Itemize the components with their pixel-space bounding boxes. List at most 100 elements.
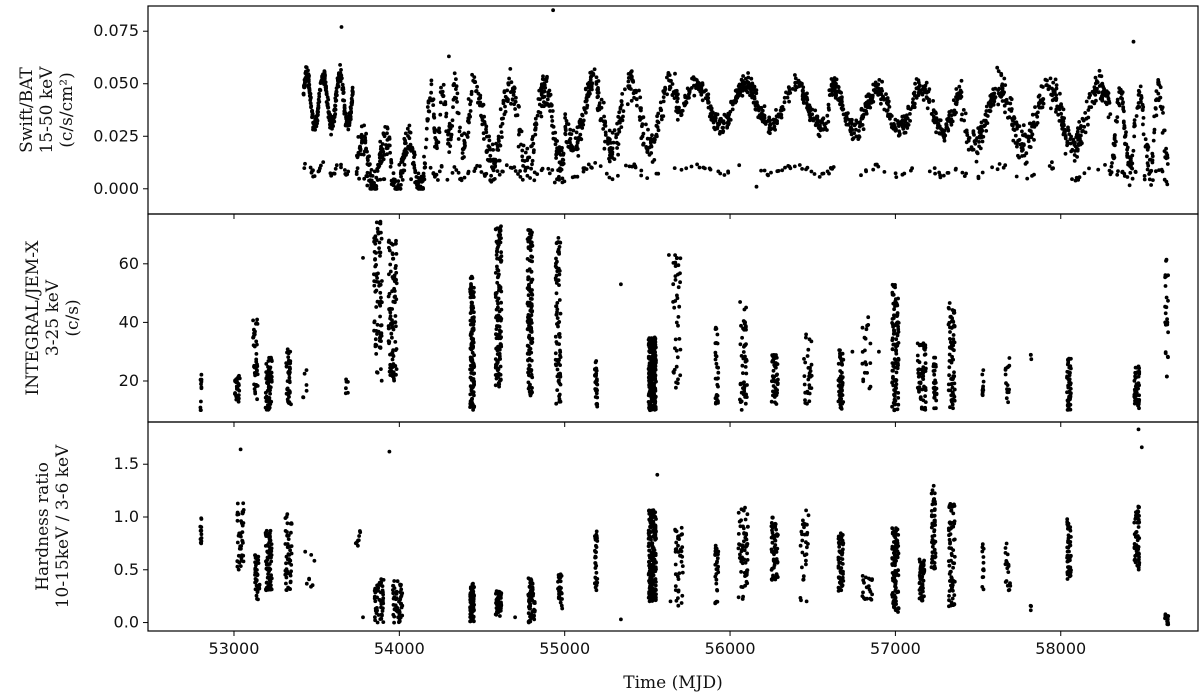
data-point bbox=[874, 83, 879, 87]
data-point bbox=[375, 322, 380, 327]
data-point bbox=[570, 175, 575, 180]
data-point bbox=[658, 100, 663, 105]
data-point bbox=[806, 347, 811, 352]
data-point bbox=[1029, 129, 1033, 134]
data-point bbox=[1147, 157, 1152, 162]
data-point bbox=[268, 579, 273, 584]
data-point bbox=[809, 362, 814, 367]
data-point bbox=[1137, 406, 1141, 411]
data-point bbox=[775, 382, 780, 387]
data-point bbox=[513, 107, 517, 111]
data-point bbox=[254, 578, 259, 583]
data-point bbox=[1036, 94, 1041, 99]
data-point bbox=[199, 525, 204, 529]
data-point bbox=[827, 88, 832, 93]
data-point bbox=[316, 97, 321, 102]
data-point bbox=[873, 88, 877, 92]
data-point bbox=[811, 116, 816, 121]
data-point bbox=[805, 354, 810, 358]
data-point bbox=[915, 385, 920, 390]
data-point bbox=[382, 153, 387, 157]
data-point bbox=[646, 127, 650, 132]
data-point bbox=[362, 149, 367, 154]
data-point bbox=[1124, 142, 1129, 147]
data-point bbox=[921, 398, 926, 403]
data-point bbox=[529, 313, 534, 318]
data-point bbox=[893, 379, 898, 383]
data-point bbox=[410, 145, 415, 150]
data-point bbox=[394, 264, 398, 268]
data-point bbox=[443, 100, 448, 104]
data-point bbox=[383, 125, 388, 129]
data-point bbox=[649, 144, 654, 149]
data-point bbox=[648, 387, 653, 392]
data-point bbox=[286, 355, 291, 359]
data-point bbox=[1103, 100, 1108, 105]
y-tick-label: 20 bbox=[119, 371, 139, 390]
data-point bbox=[1125, 153, 1129, 158]
data-point bbox=[1069, 149, 1074, 154]
data-point bbox=[932, 406, 936, 411]
data-point bbox=[996, 69, 1001, 74]
data-point bbox=[661, 99, 666, 104]
data-point bbox=[568, 127, 573, 132]
data-point bbox=[1031, 120, 1036, 125]
data-point bbox=[254, 339, 259, 344]
data-point bbox=[391, 276, 396, 281]
data-point bbox=[942, 138, 947, 143]
data-point bbox=[199, 517, 204, 521]
data-point bbox=[704, 96, 709, 101]
data-point bbox=[1097, 90, 1101, 94]
data-point bbox=[891, 374, 895, 379]
data-point bbox=[771, 389, 775, 394]
data-point bbox=[718, 129, 723, 134]
data-point bbox=[775, 169, 780, 174]
data-point bbox=[578, 132, 583, 137]
data-point bbox=[980, 128, 985, 133]
data-point bbox=[963, 111, 968, 116]
data-point bbox=[554, 304, 559, 308]
data-point bbox=[365, 183, 370, 188]
data-point bbox=[914, 77, 919, 81]
data-point bbox=[476, 100, 480, 105]
data-point bbox=[648, 136, 653, 141]
data-point bbox=[713, 401, 718, 406]
data-point bbox=[499, 130, 504, 135]
data-point bbox=[376, 280, 381, 284]
data-point bbox=[510, 97, 515, 102]
data-point bbox=[554, 278, 558, 282]
data-point bbox=[238, 564, 243, 568]
data-point bbox=[561, 161, 566, 166]
data-point bbox=[896, 396, 901, 400]
data-point bbox=[1041, 101, 1046, 106]
data-point bbox=[948, 405, 952, 410]
data-point bbox=[801, 100, 806, 105]
data-point bbox=[947, 306, 951, 311]
data-point bbox=[304, 388, 309, 393]
data-point bbox=[546, 93, 550, 98]
data-point bbox=[526, 277, 530, 282]
data-point bbox=[597, 107, 602, 112]
data-point bbox=[505, 99, 510, 104]
data-point bbox=[372, 283, 377, 288]
data-point bbox=[714, 354, 719, 359]
data-point bbox=[364, 131, 368, 136]
data-point bbox=[1106, 96, 1111, 101]
data-point bbox=[607, 128, 612, 133]
data-point bbox=[741, 371, 745, 375]
data-point bbox=[782, 95, 787, 100]
data-point bbox=[335, 93, 339, 98]
data-point bbox=[494, 141, 498, 146]
data-point bbox=[1142, 174, 1147, 178]
y-axis-label: (c/s) bbox=[63, 299, 83, 336]
data-point bbox=[871, 99, 876, 104]
data-point bbox=[866, 315, 871, 320]
data-point bbox=[775, 121, 779, 126]
data-point bbox=[518, 175, 523, 179]
y-axis-label: INTEGRAL/JEM-X bbox=[23, 240, 43, 396]
data-point bbox=[525, 173, 530, 178]
data-point bbox=[343, 168, 347, 172]
data-point bbox=[386, 326, 391, 331]
